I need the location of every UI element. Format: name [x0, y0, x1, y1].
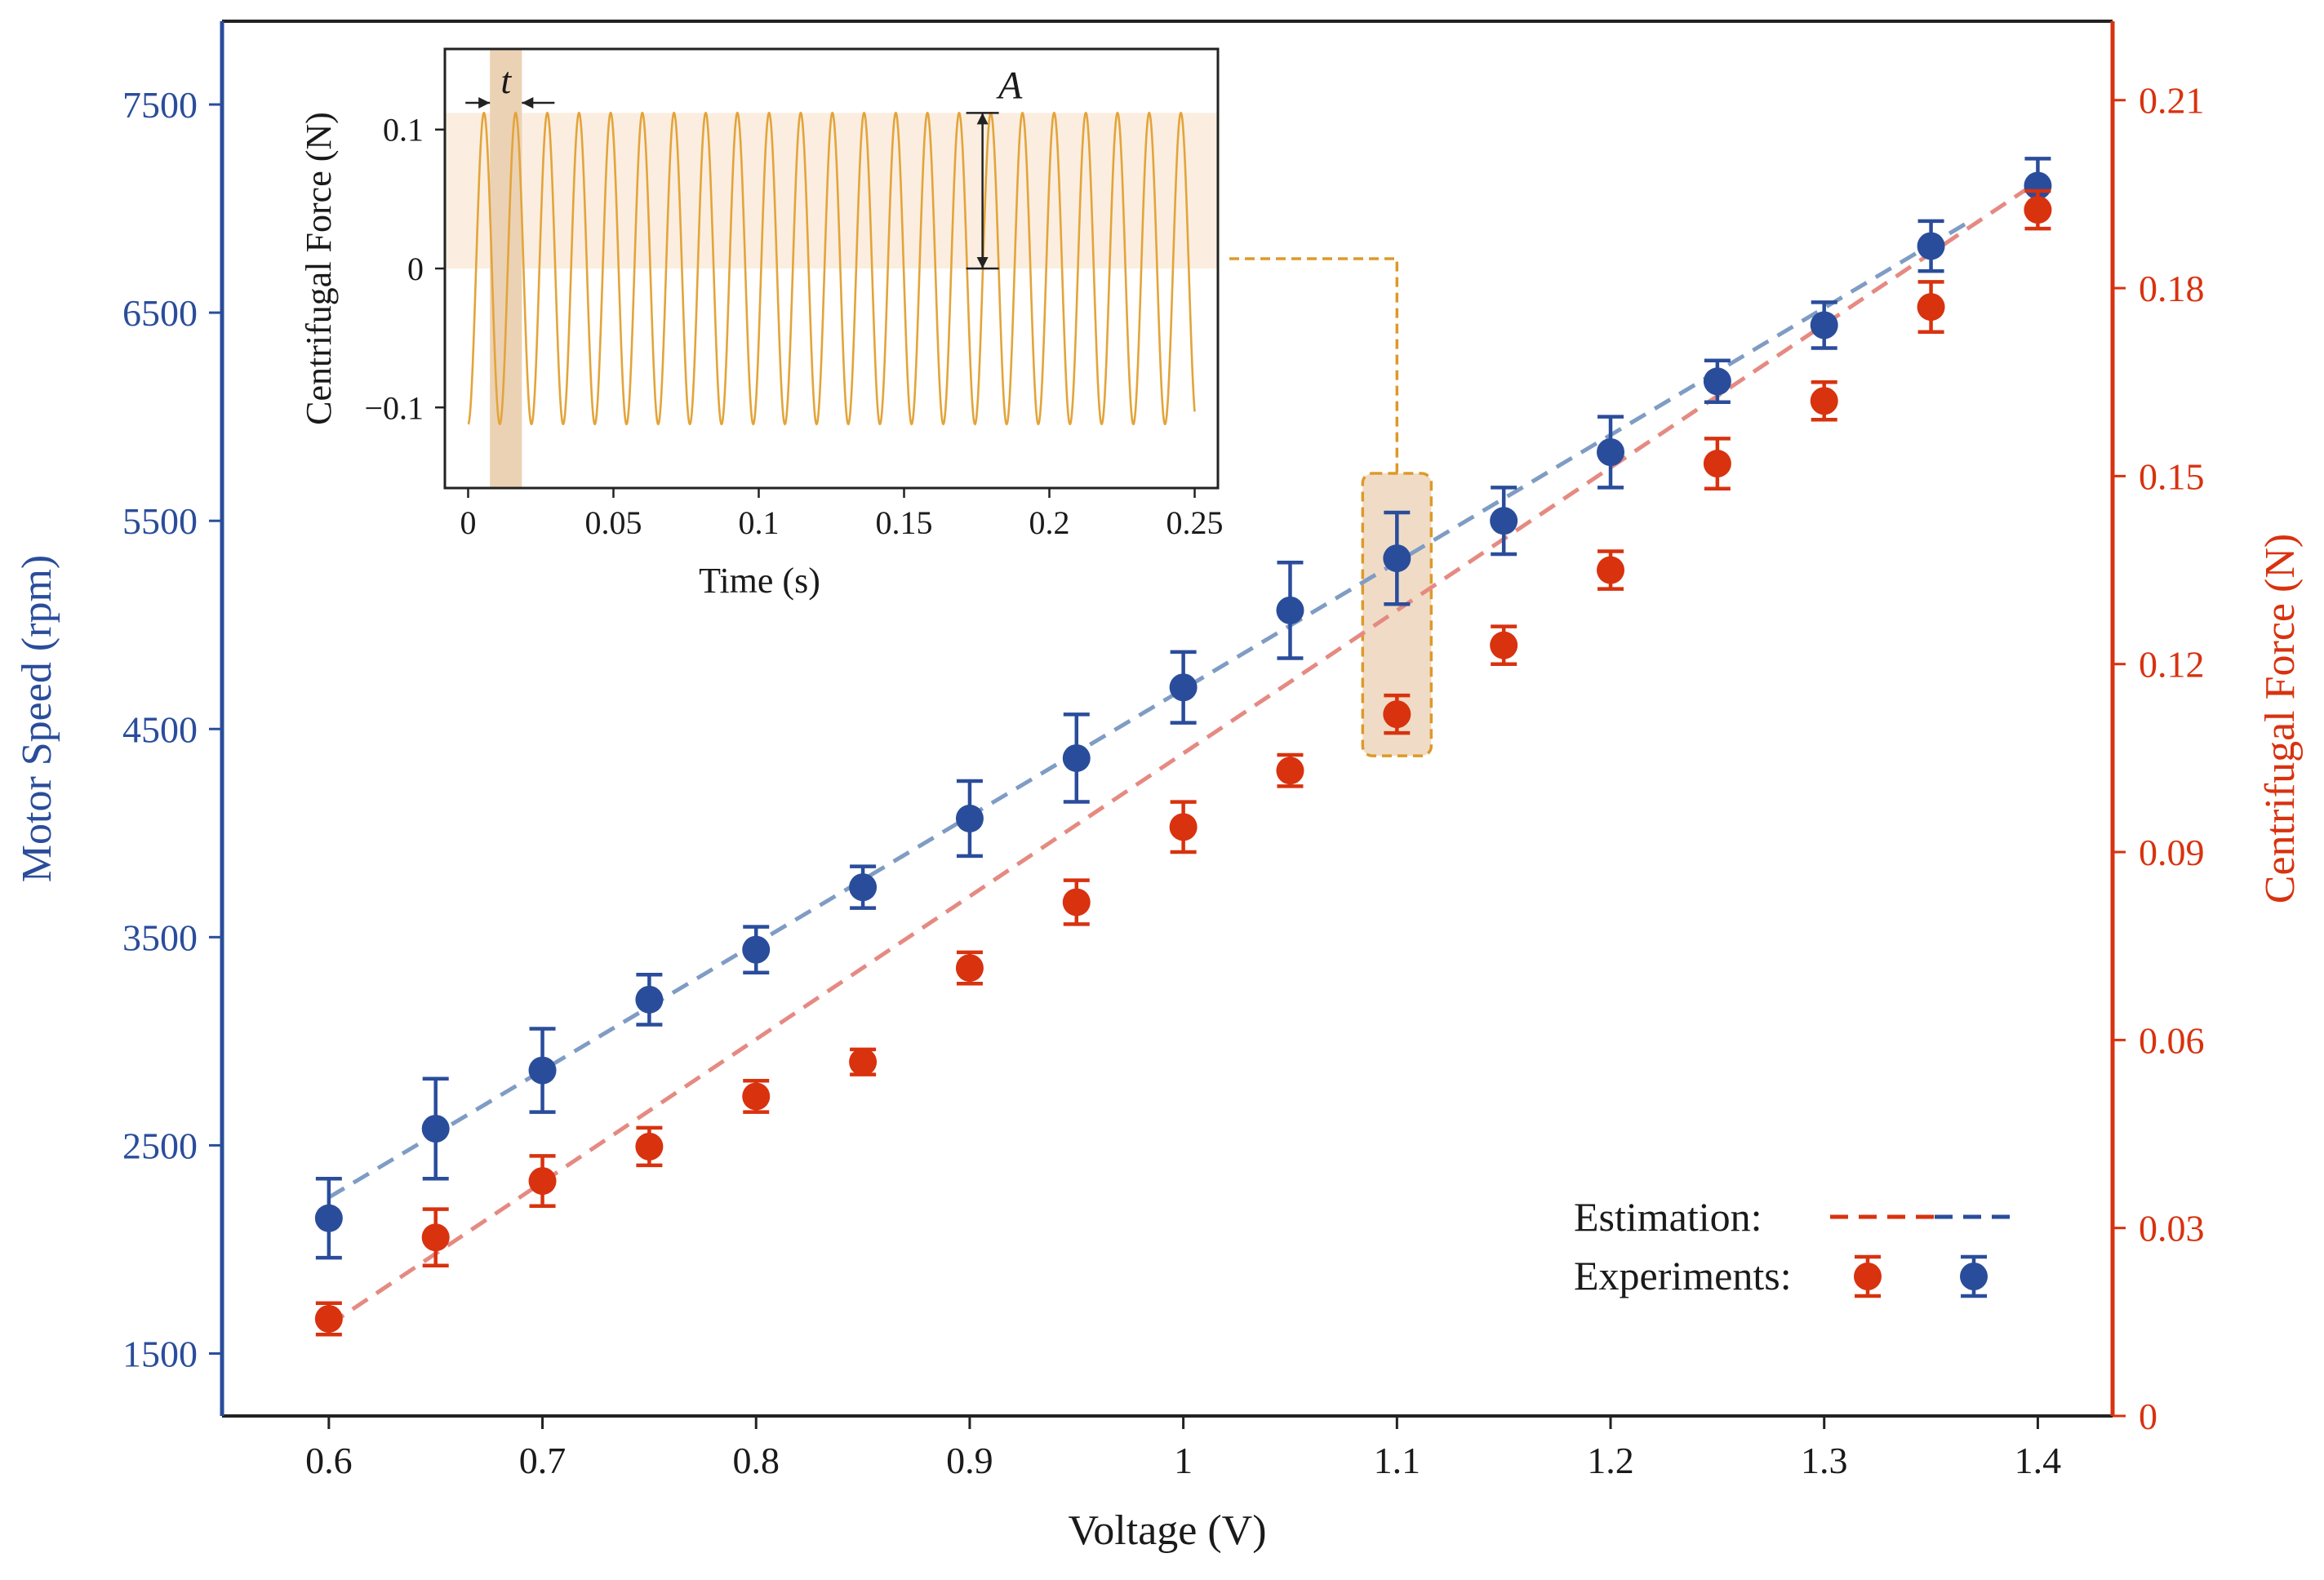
- right-y-axis-label: Centrifugal Force (N): [2257, 534, 2304, 903]
- legend-estimation-label: Estimation:: [1574, 1194, 1762, 1240]
- right-y-tick-label: 0.18: [2139, 268, 2205, 309]
- right-y-tick-label: 0.21: [2139, 80, 2205, 122]
- inset-y-tick-label: −0.1: [364, 389, 424, 426]
- left-y-tick-label: 6500: [122, 292, 198, 334]
- speed-point: [1169, 673, 1198, 702]
- legend-force-marker: [1854, 1254, 1882, 1298]
- force-point: [1383, 700, 1411, 729]
- speed-point: [1276, 596, 1304, 624]
- inset-x-tick-label: 0.05: [584, 504, 642, 541]
- left-y-tick-label: 2500: [122, 1125, 198, 1166]
- left-y-tick-label: 1500: [122, 1333, 198, 1374]
- force-point: [849, 1048, 878, 1076]
- period-arrow-left-head: [478, 97, 491, 109]
- speed-point: [421, 1114, 450, 1143]
- left-y-axis-label: Motor Speed (rpm): [14, 555, 60, 882]
- legend-experiments-label: Experiments:: [1574, 1253, 1792, 1298]
- force-point: [2024, 196, 2052, 224]
- right-y-tick-label: 0.09: [2139, 832, 2205, 873]
- inset-waveform: [467, 111, 1196, 426]
- force-point: [421, 1223, 450, 1252]
- x-tick-label: 1: [1174, 1440, 1193, 1481]
- force-point: [1810, 387, 1838, 415]
- inset-amplitude-band: [445, 113, 1218, 269]
- amplitude-arrow-bottom-head: [976, 257, 989, 269]
- right-y-tick-label: 0.03: [2139, 1208, 2205, 1249]
- amplitude-label: A: [996, 64, 1023, 107]
- right-y-tick-label: 0.06: [2139, 1019, 2205, 1061]
- speed-point: [1383, 544, 1411, 573]
- speed-point: [955, 804, 984, 832]
- inset-plot-area: [445, 49, 1218, 488]
- inset-x-tick-label: 0.1: [738, 504, 779, 541]
- left-y-tick-label: 3500: [122, 916, 198, 958]
- speed-point: [1810, 311, 1838, 340]
- left-y-tick-label: 7500: [122, 84, 198, 126]
- force-point: [1169, 813, 1198, 841]
- speed-point: [528, 1056, 557, 1085]
- amplitude-arrow-top-head: [976, 113, 989, 125]
- x-tick-label: 1.2: [1587, 1440, 1634, 1481]
- speed-point: [1597, 438, 1625, 467]
- x-tick-label: 1.4: [2015, 1440, 2062, 1481]
- period-label: t: [500, 60, 512, 101]
- legend-speed-marker: [1960, 1254, 1988, 1298]
- force-point: [955, 954, 984, 983]
- speed-estimation-line: [327, 217, 1975, 1200]
- force-point: [1703, 450, 1731, 478]
- speed-point: [1062, 743, 1091, 772]
- x-tick-label: 1.1: [1374, 1440, 1421, 1481]
- speed-point: [1917, 232, 1945, 260]
- force-point: [314, 1304, 343, 1333]
- force-point: [528, 1167, 557, 1196]
- force-point: [635, 1132, 664, 1161]
- x-tick-label: 0.6: [305, 1440, 353, 1481]
- speed-point: [849, 873, 878, 902]
- force-point: [742, 1082, 771, 1111]
- x-tick-label: 0.9: [946, 1440, 993, 1481]
- amplitude-annotation: A: [966, 64, 1023, 270]
- x-tick-label: 0.7: [519, 1440, 567, 1481]
- force-point: [1062, 888, 1091, 916]
- x-axis-label: Voltage (V): [1068, 1507, 1266, 1554]
- legend: Estimation: Experiments:: [1574, 1194, 2016, 1298]
- force-point: [1597, 556, 1625, 584]
- inset-x-axis-label: Time (s): [699, 561, 820, 601]
- inset-x-tick-label: 0.2: [1029, 504, 1070, 541]
- inset-y-tick-label: 0: [407, 251, 424, 287]
- main-plot: 0.6 0.7 0.8 0.9 1 1.1 1.2 1.3 1.4 1500 2500 3500 450…: [14, 20, 2304, 1554]
- inset-x-tick-label: 0: [460, 504, 476, 541]
- right-y-tick-label: 0: [2139, 1396, 2157, 1437]
- period-arrow-right-head: [522, 97, 534, 109]
- force-point: [1490, 631, 1518, 659]
- force-point: [1276, 757, 1304, 785]
- x-tick-label: 0.8: [732, 1440, 780, 1481]
- speed-point: [1490, 507, 1518, 535]
- force-point: [1917, 293, 1945, 322]
- speed-point: [635, 985, 664, 1014]
- right-y-tick-label: 0.12: [2139, 644, 2205, 686]
- left-y-tick-label: 4500: [122, 708, 198, 750]
- legend-force-marker-dot: [1854, 1263, 1882, 1290]
- speed-point: [1703, 367, 1731, 396]
- period-annotation: t: [465, 60, 555, 109]
- speed-point: [742, 935, 771, 964]
- inset-x-tick-label: 0.25: [1166, 504, 1224, 541]
- inset-plot: 0 0.05 0.1 0.15 0.2 0.25 −0.1 0 0.1 Time (s) Centr…: [299, 47, 1399, 601]
- inset-y-tick-label: 0.1: [383, 112, 424, 149]
- speed-point: [314, 1204, 343, 1232]
- x-tick-label: 1.3: [1801, 1440, 1848, 1481]
- legend-speed-marker-dot: [1960, 1263, 1988, 1290]
- inset-connector: [1229, 257, 1399, 473]
- left-y-tick-label: 5500: [122, 500, 198, 542]
- highlight-box: [1361, 472, 1433, 757]
- inset-x-tick-label: 0.15: [876, 504, 933, 541]
- inset-y-axis-label: Centrifugal Force (N): [299, 112, 339, 425]
- right-y-tick-label: 0.15: [2139, 455, 2205, 497]
